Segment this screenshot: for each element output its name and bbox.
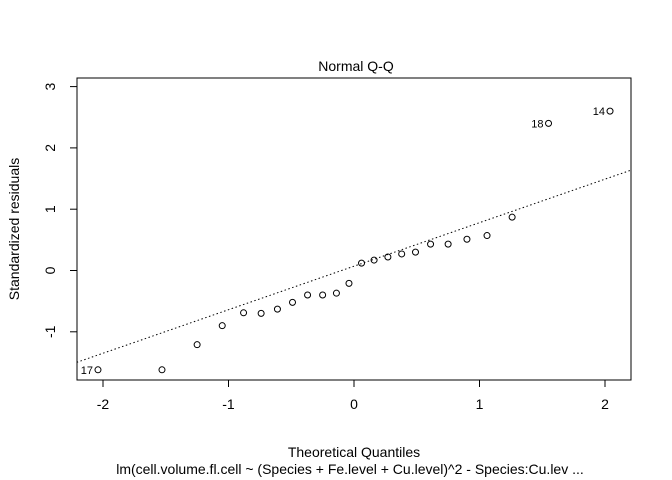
data-point-24: [606, 107, 614, 115]
data-point-19: [444, 240, 452, 248]
x-tick-label: 0: [350, 396, 358, 412]
qq-reference-line: [77, 169, 631, 363]
x-tick-label: 2: [601, 396, 609, 412]
data-point-10: [319, 291, 327, 299]
data-point-11: [332, 289, 340, 297]
data-point-13: [358, 259, 366, 267]
x-axis-label: Theoretical Quantiles: [288, 444, 420, 460]
point-label-14: 14: [593, 106, 605, 118]
data-point-5: [240, 309, 248, 317]
y-tick-label: 0: [42, 266, 58, 274]
data-point-21: [483, 232, 491, 240]
data-point-15: [384, 253, 392, 261]
data-point-14: [370, 256, 378, 264]
y-tick-label: -1: [42, 325, 58, 338]
y-tick-label: 2: [42, 144, 58, 152]
point-label-17: 17: [81, 365, 93, 377]
subtitle: lm(cell.volume.fl.cell ~ (Species + Fe.l…: [116, 461, 584, 477]
y-axis: -1 0 1 2 3: [42, 82, 78, 338]
y-tick-label: 1: [42, 205, 58, 213]
data-point-17: [411, 248, 419, 256]
y-axis-label: Standardized residuals: [6, 158, 22, 300]
x-axis: -2 -1 0 1 2: [97, 379, 609, 412]
plot-frame: [76, 77, 632, 381]
point-label-18: 18: [531, 118, 543, 130]
y-tick-label: 3: [42, 82, 58, 90]
data-point-9: [304, 291, 312, 299]
data-point-20: [463, 235, 471, 243]
data-point-18: [427, 240, 435, 248]
plot-area: 17 18 14: [77, 106, 631, 377]
data-point-6: [257, 309, 265, 317]
x-tick-label: 1: [476, 396, 484, 412]
chart-title: Normal Q-Q: [318, 58, 394, 74]
x-tick-label: -1: [222, 396, 235, 412]
x-tick-label: -2: [97, 396, 110, 412]
data-point-1: [94, 366, 102, 374]
data-point-4: [218, 322, 226, 330]
data-point-16: [398, 250, 406, 258]
data-point-22: [508, 213, 516, 221]
data-point-12: [345, 279, 353, 287]
data-point-3: [193, 341, 201, 349]
data-point-23: [545, 119, 553, 127]
data-point-2: [158, 366, 166, 374]
data-point-8: [289, 298, 297, 306]
data-point-7: [273, 305, 281, 313]
